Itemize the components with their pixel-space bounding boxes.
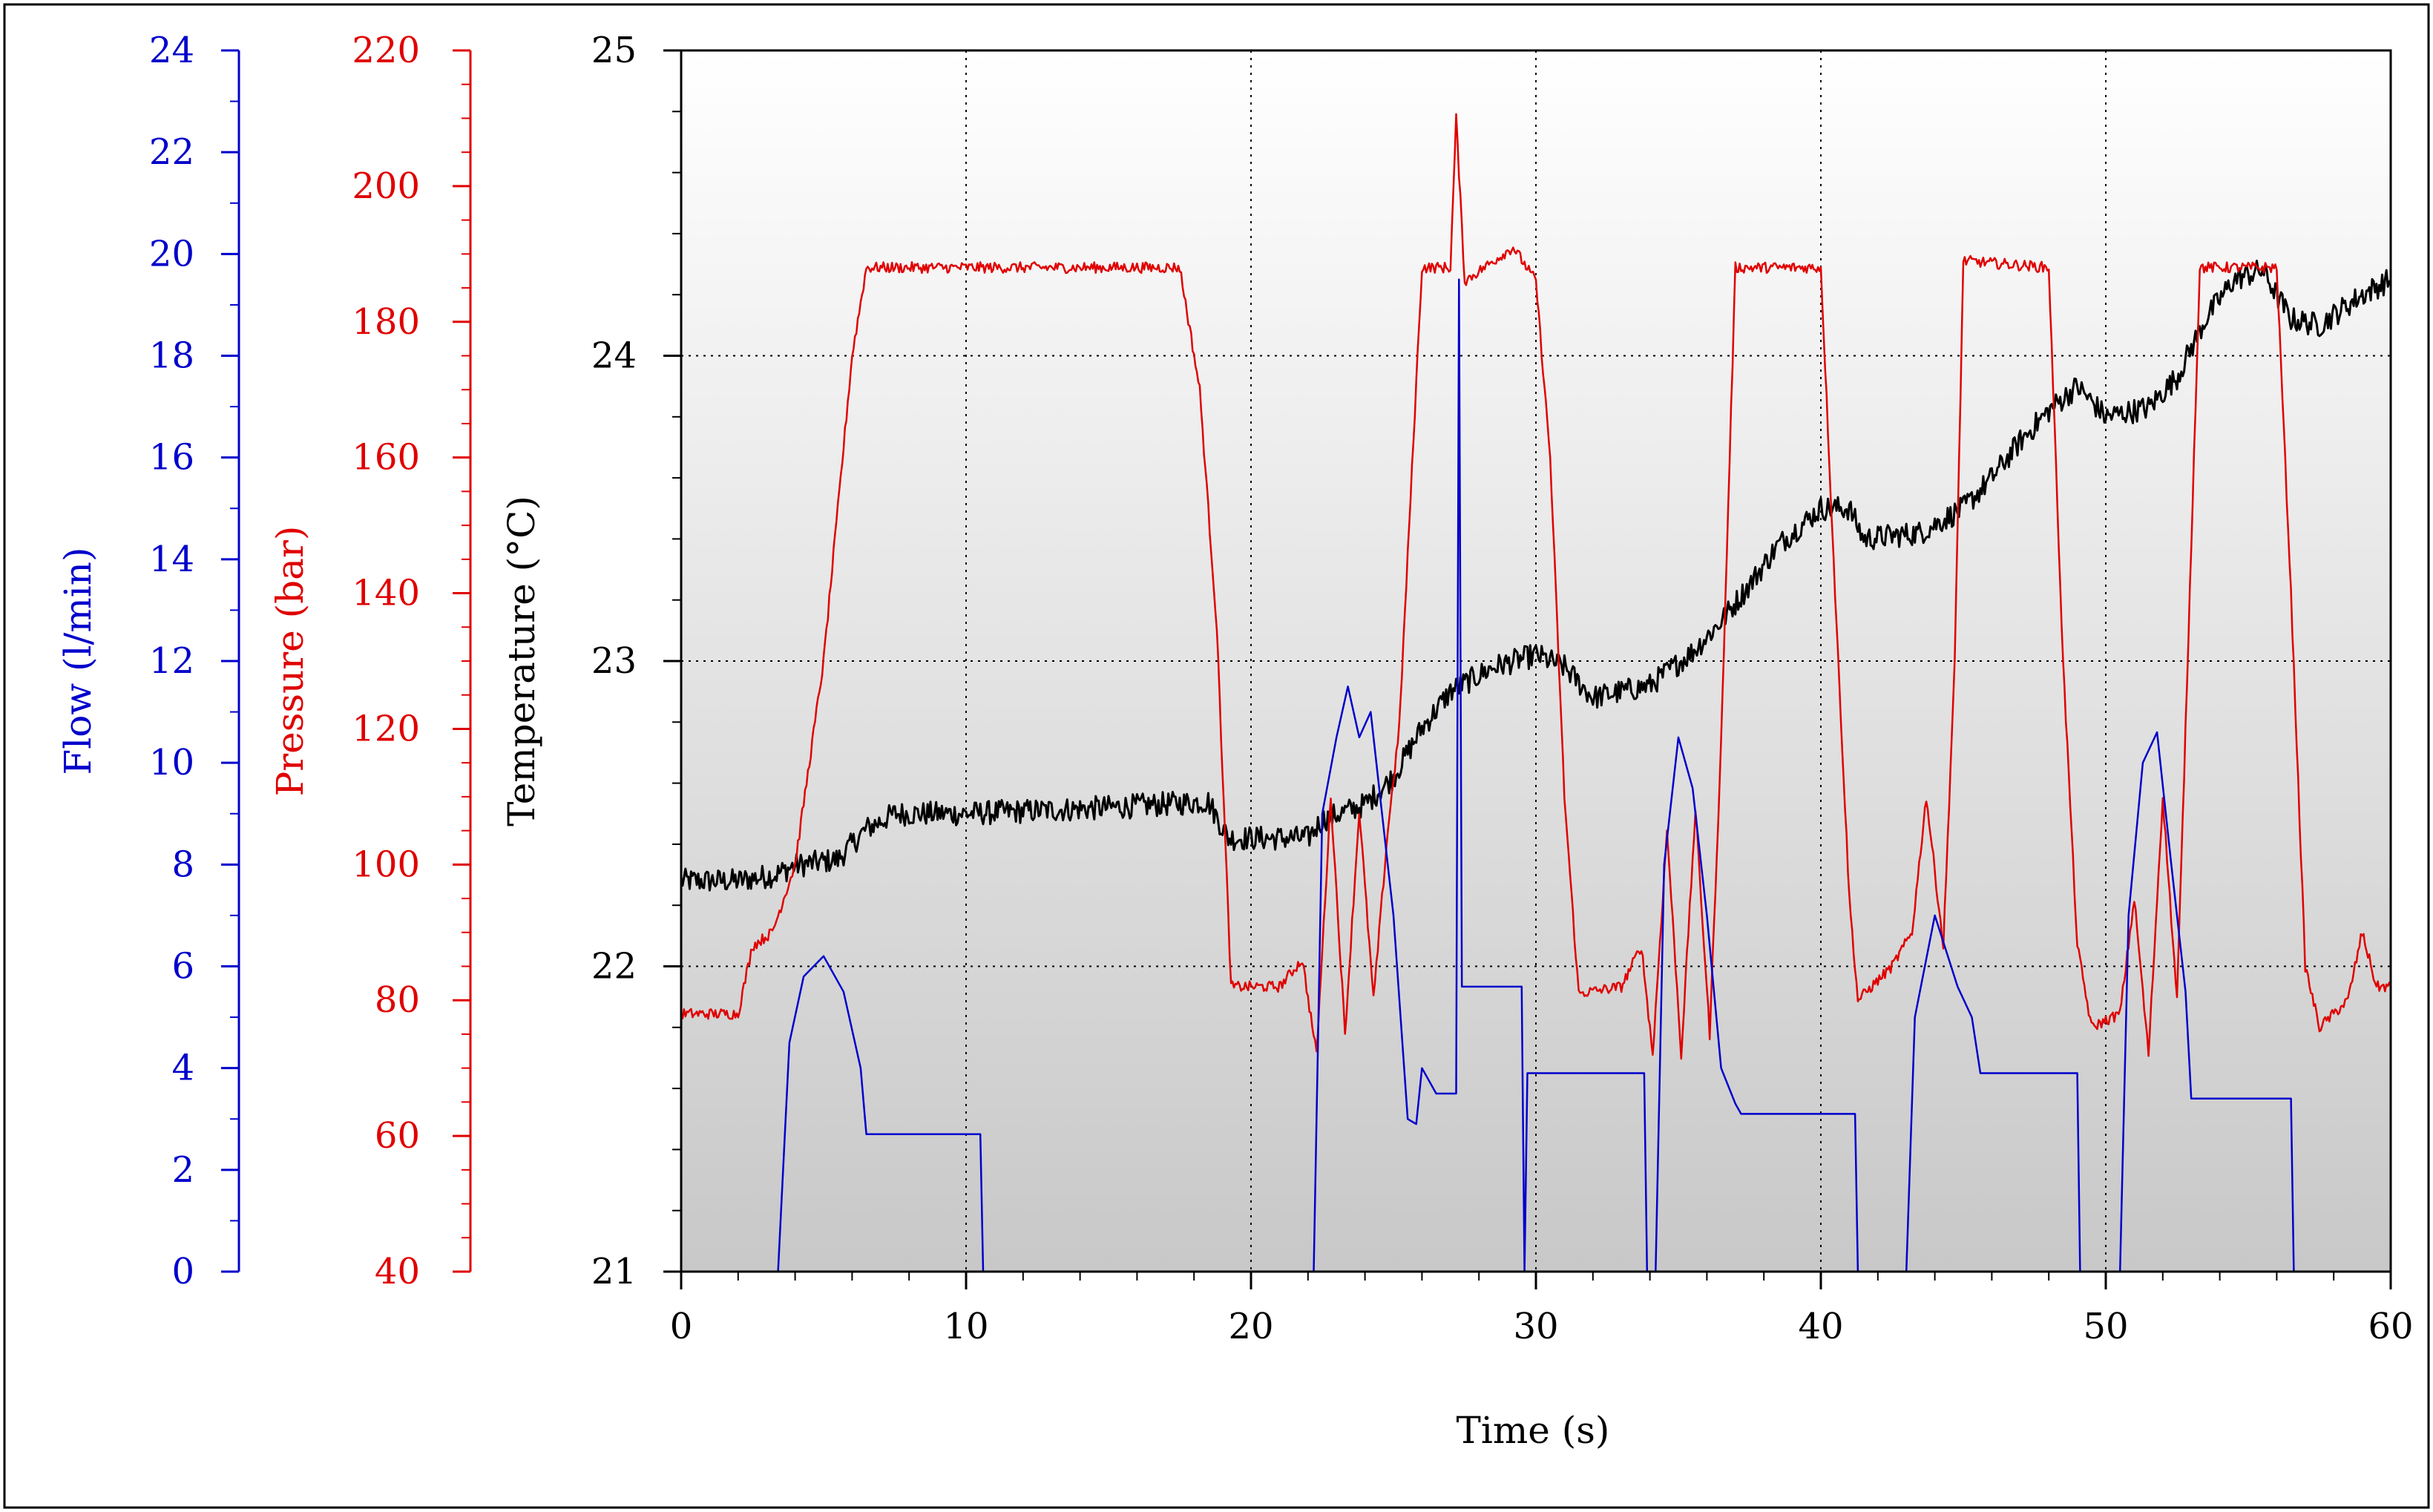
- series-layer: [681, 113, 2391, 1272]
- flow-tick-label: 8: [171, 844, 194, 885]
- pressure-tick-label: 220: [352, 30, 420, 71]
- pressure-tick-label: 40: [375, 1251, 420, 1292]
- flow-tick-label: 2: [171, 1149, 194, 1191]
- pressure-tick-label: 140: [352, 573, 420, 614]
- pressure-axis: 40 60 80 100 120 140 160 180 200 220: [352, 30, 472, 1292]
- flow-tick-label: 4: [171, 1048, 194, 1089]
- x-tick-label: 0: [670, 1306, 693, 1347]
- temperature-axis: 21 22 23 24 25: [591, 30, 683, 1292]
- temperature-axis-title: Temperature (°C): [500, 496, 543, 826]
- pressure-tick-label: 200: [352, 165, 420, 207]
- temperature-tick-label: 24: [591, 335, 637, 377]
- x-tick-label: 30: [1513, 1306, 1558, 1347]
- flow-tick-label: 10: [149, 742, 194, 783]
- x-tick-label: 10: [943, 1306, 988, 1347]
- flow-tick-label: 22: [149, 131, 194, 173]
- grid: [681, 50, 2391, 1272]
- flow-tick-label: 12: [149, 640, 194, 682]
- temperature-series-line: [681, 260, 2391, 892]
- temperature-tick-label: 22: [591, 946, 637, 987]
- pressure-tick-label: 60: [375, 1115, 420, 1157]
- x-tick-label: 50: [2083, 1306, 2128, 1347]
- flow-tick-label: 0: [171, 1251, 194, 1292]
- temperature-tick-label: 21: [591, 1251, 637, 1292]
- flow-tick-label: 6: [171, 946, 194, 987]
- pressure-axis-title: Pressure (bar): [269, 526, 312, 797]
- x-tick-label: 40: [1798, 1306, 1843, 1347]
- pressure-tick-label: 180: [352, 301, 420, 343]
- x-axis-title: Time (s): [1457, 1409, 1610, 1452]
- flow-tick-label: 24: [149, 30, 194, 71]
- pressure-tick-label: 80: [375, 979, 420, 1021]
- time-axis: 0 10 20 30 40 50 60: [670, 1272, 2414, 1347]
- pressure-tick-label: 120: [352, 708, 420, 749]
- flow-tick-label: 14: [149, 539, 194, 580]
- x-tick-label: 60: [2368, 1306, 2413, 1347]
- temperature-tick-label: 23: [591, 640, 637, 682]
- pressure-tick-label: 100: [352, 844, 420, 885]
- flow-tick-label: 18: [149, 335, 194, 377]
- x-tick-label: 20: [1228, 1306, 1273, 1347]
- flow-axis-title: Flow (l/min): [56, 548, 99, 775]
- flow-series-line: [681, 278, 2391, 1272]
- flow-tick-label: 16: [149, 437, 194, 479]
- flow-tick-label: 20: [149, 233, 194, 275]
- pressure-tick-label: 160: [352, 437, 420, 479]
- pressure-series-line: [681, 113, 2391, 1060]
- temperature-tick-label: 25: [591, 30, 637, 71]
